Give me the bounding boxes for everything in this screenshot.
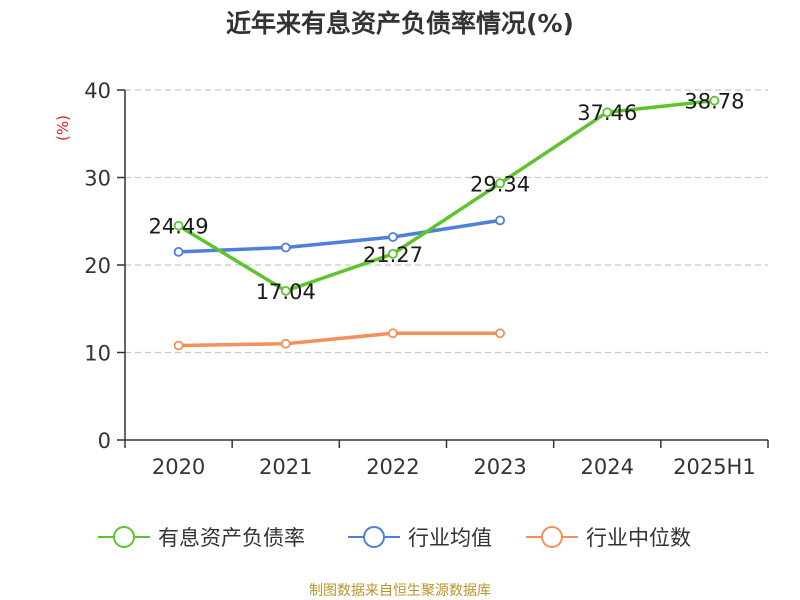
series-line [178,218,501,254]
data-point [495,328,505,339]
x-tick-label: 2025H1 [673,455,756,479]
data-point [280,242,291,253]
y-tick-label: 0 [98,429,111,453]
data-point [173,220,184,231]
data-label: 24.49 [149,215,209,239]
data-point [280,285,291,296]
legend-marker-icon [348,526,400,548]
data-label: 29.34 [470,172,530,196]
chart-title: 近年来有息资产负债率情况(%) [226,9,574,38]
data-point [173,246,184,257]
y-tick-label: 10 [84,342,111,366]
data-point [495,178,505,189]
data-point [709,95,720,106]
y-tick-label: 40 [84,79,111,103]
data-label: 21.27 [363,243,423,267]
x-tick-label: 2024 [581,455,634,479]
legend-marker-icon [526,526,578,548]
legend-marker-circle [363,526,385,548]
series-line [177,98,715,293]
data-point [388,248,398,259]
legend-item[interactable]: 行业均值 [348,520,492,554]
legend-label: 有息资产负债率 [158,526,305,550]
y-tick-label: 30 [84,167,111,191]
legend-marker-icon [98,526,150,548]
series-line [178,331,501,348]
data-label: 17.04 [256,280,316,304]
legend-item[interactable]: 行业中位数 [526,520,691,554]
data-label: 38.78 [684,90,744,114]
legend-label: 行业中位数 [586,526,691,550]
x-tick-label: 2021 [259,455,312,479]
data-point [388,232,398,242]
grid-lines [125,89,768,354]
data-labels: 24.49 17.04 21.27 29.34 37.46 38.78 [149,90,745,304]
data-label: 37.46 [577,101,637,125]
x-tick-label: 2020 [152,455,205,479]
line-chart: 0 10 20 30 40 (%) 2020 2021 2022 2023 2024 2025H1 2… [54,79,769,479]
data-point [495,215,505,226]
data-point [602,107,613,118]
x-tick-label: 2022 [366,455,419,479]
data-point [280,338,291,349]
legend: 有息资产负债率 行业均值 行业中位数 [0,520,800,554]
y-axis-label: (%) [54,115,72,141]
legend-item[interactable]: 有息资产负债率 [98,520,305,554]
legend-label: 行业均值 [408,526,492,550]
data-point [388,328,398,339]
axes: 0 10 20 30 40 (%) 2020 2021 2022 2023 2024 2025H1 [54,79,769,479]
legend-marker-circle [541,526,563,548]
data-point [173,340,184,351]
y-tick-label: 20 [84,254,111,278]
source-note: 制图数据来自恒生聚源数据库 [309,583,491,599]
x-tick-label: 2023 [473,455,526,479]
legend-marker-circle [113,526,135,548]
series-layer [173,95,720,351]
